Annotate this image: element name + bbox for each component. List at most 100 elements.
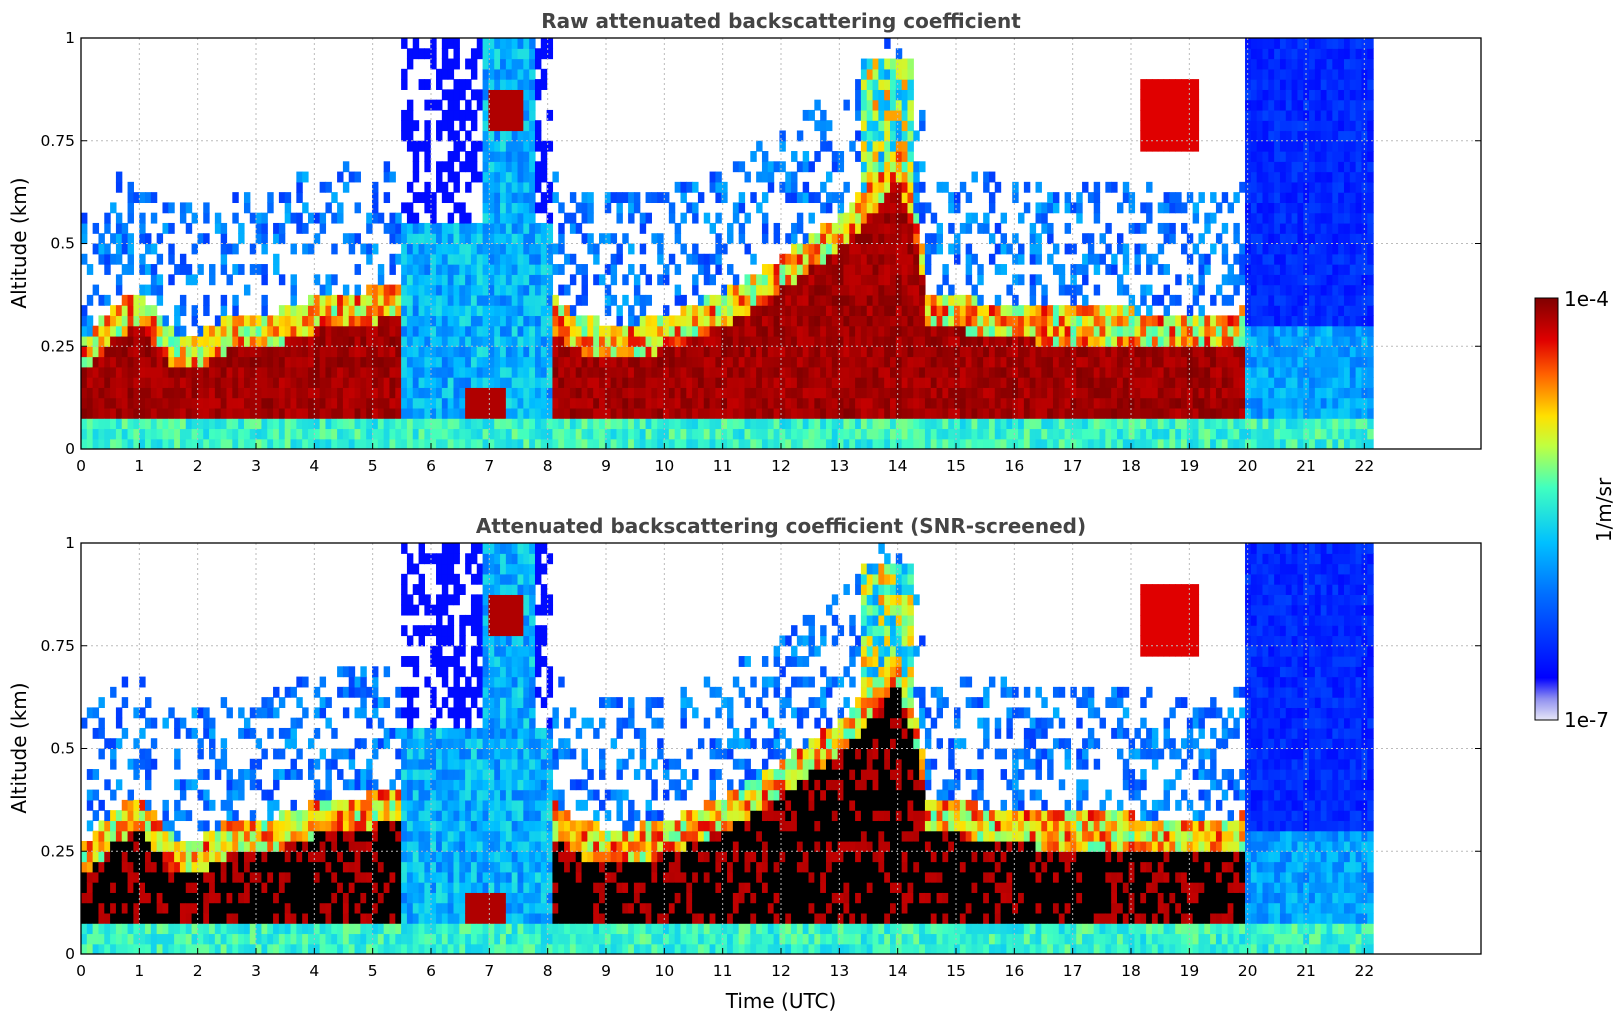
heatmap-cell xyxy=(220,294,228,306)
heatmap-cell xyxy=(273,222,280,234)
heatmap-cell xyxy=(913,253,920,265)
heatmap-cell xyxy=(837,418,845,430)
heatmap-cell xyxy=(92,377,100,388)
heatmap-cell xyxy=(697,264,705,275)
heatmap-cell xyxy=(354,377,361,388)
heatmap-cell xyxy=(243,387,251,399)
heatmap-cell xyxy=(727,366,734,378)
heatmap-cell xyxy=(593,407,600,419)
heatmap-cell xyxy=(855,325,862,337)
heatmap-cell xyxy=(540,377,548,388)
heatmap-cell xyxy=(1204,335,1211,347)
heatmap-cell xyxy=(436,79,443,90)
heatmap-cell xyxy=(500,428,507,440)
heatmap-cell xyxy=(796,315,804,327)
heatmap-cell xyxy=(1192,140,1200,152)
heatmap-cell xyxy=(1169,79,1176,90)
heatmap-cell xyxy=(296,315,303,327)
heatmap-cell xyxy=(424,366,431,378)
heatmap-cell xyxy=(843,284,850,296)
heatmap-cell xyxy=(1157,356,1165,368)
heatmap-cell xyxy=(1082,418,1089,430)
heatmap-cell xyxy=(1192,356,1200,368)
heatmap-cell xyxy=(1250,58,1258,70)
heatmap-cell xyxy=(529,274,536,286)
heatmap-cell xyxy=(791,233,798,245)
heatmap-cell xyxy=(581,233,588,245)
heatmap-cell xyxy=(756,294,763,306)
heatmap-cell xyxy=(1000,366,1008,378)
heatmap-cell xyxy=(436,397,443,409)
heatmap-cell xyxy=(372,335,379,347)
heatmap-cell xyxy=(919,418,926,430)
heatmap-cell xyxy=(942,294,949,306)
heatmap-cell xyxy=(837,212,845,224)
heatmap-cell xyxy=(488,79,495,90)
heatmap-cell xyxy=(290,294,297,306)
heatmap-cell xyxy=(872,243,879,255)
heatmap-cell xyxy=(1279,222,1287,234)
heatmap-cell xyxy=(81,366,88,378)
heatmap-cell xyxy=(959,315,967,327)
heatmap-cell xyxy=(325,366,332,378)
heatmap-cell xyxy=(773,377,781,388)
heatmap-cell xyxy=(564,387,571,399)
heatmap-cell xyxy=(732,438,740,449)
heatmap-cell xyxy=(738,438,746,449)
heatmap-cell xyxy=(145,284,152,296)
heatmap-cell xyxy=(860,68,868,80)
heatmap-cell xyxy=(302,387,309,399)
heatmap-cell xyxy=(971,325,978,337)
heatmap-cell xyxy=(866,161,874,173)
heatmap-cell xyxy=(1279,418,1287,430)
heatmap-cell xyxy=(1274,130,1281,142)
heatmap-cell xyxy=(587,428,594,440)
heatmap-cell xyxy=(447,284,455,296)
heatmap-cell xyxy=(849,305,856,317)
heatmap-cell xyxy=(779,356,786,368)
heatmap-cell xyxy=(1250,284,1258,296)
heatmap-cell xyxy=(406,233,414,245)
heatmap-cell xyxy=(1256,438,1264,449)
heatmap-cell xyxy=(825,407,833,419)
heatmap-cell xyxy=(855,294,862,306)
heatmap-cell xyxy=(179,438,187,449)
heatmap-cell xyxy=(1227,377,1234,388)
heatmap-cell xyxy=(825,202,833,214)
heatmap-cell xyxy=(919,294,926,306)
heatmap-cell xyxy=(1047,253,1054,265)
heatmap-cell xyxy=(1210,397,1217,409)
heatmap-cell xyxy=(954,192,961,204)
heatmap-cell xyxy=(523,366,530,378)
heatmap-cell xyxy=(1192,294,1200,306)
heatmap-cell xyxy=(284,202,292,214)
heatmap-cell xyxy=(750,418,757,430)
heatmap-cell xyxy=(517,120,524,132)
heatmap-cell xyxy=(342,315,350,327)
heatmap-cell xyxy=(913,438,920,449)
heatmap-cell xyxy=(354,346,361,358)
heatmap-cell xyxy=(855,89,862,101)
heatmap-cell xyxy=(360,397,367,409)
heatmap-cell xyxy=(1134,387,1141,399)
heatmap-cell xyxy=(1314,264,1322,275)
heatmap-cell xyxy=(470,325,478,337)
heatmap-cell xyxy=(639,366,647,378)
heatmap-cell xyxy=(1082,264,1089,275)
heatmap-cell xyxy=(761,325,769,337)
heatmap-cell xyxy=(1285,68,1293,80)
heatmap-cell xyxy=(639,243,647,255)
heatmap-cell xyxy=(517,233,524,245)
heatmap-cell xyxy=(1215,315,1223,327)
heatmap-cell xyxy=(517,48,524,60)
heatmap-cell xyxy=(488,233,495,245)
heatmap-cell xyxy=(977,315,984,327)
heatmap-cell xyxy=(430,243,437,255)
heatmap-cell xyxy=(1058,305,1066,317)
heatmap-cell xyxy=(1076,315,1083,327)
heatmap-cell xyxy=(156,325,164,337)
heatmap-cell xyxy=(307,243,315,255)
heatmap-cell xyxy=(610,294,618,306)
heatmap-cell xyxy=(179,202,187,214)
heatmap-cell xyxy=(86,325,94,337)
